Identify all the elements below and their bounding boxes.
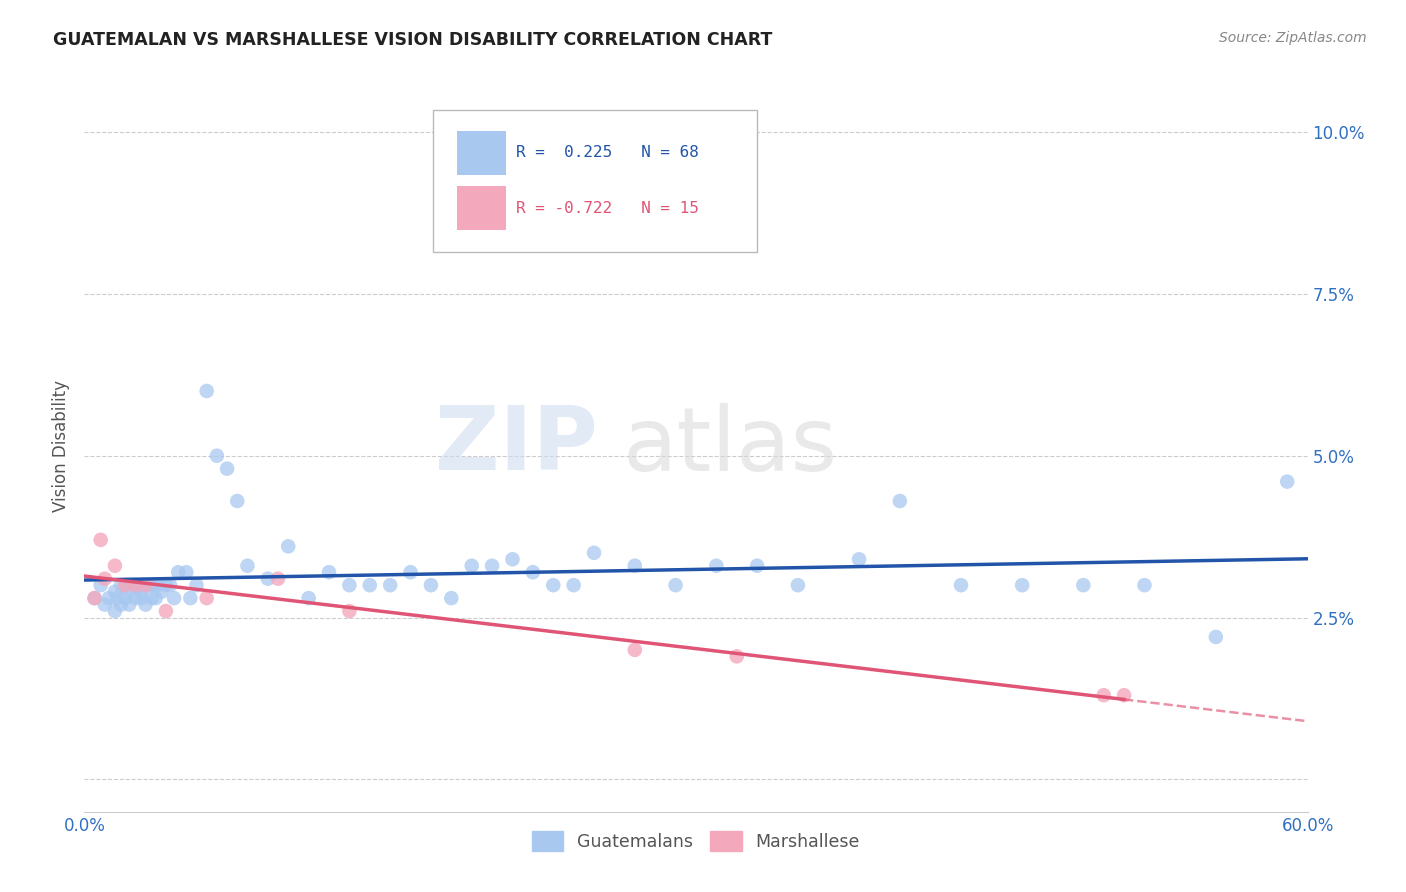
Point xyxy=(562,578,585,592)
Point xyxy=(380,578,402,592)
Point xyxy=(706,558,728,573)
Point xyxy=(131,584,153,599)
Point xyxy=(522,566,544,580)
Text: Source: ZipAtlas.com: Source: ZipAtlas.com xyxy=(1219,31,1367,45)
Point xyxy=(124,591,146,606)
Point xyxy=(217,461,239,475)
Point xyxy=(97,591,120,606)
Point xyxy=(124,578,146,592)
Point xyxy=(583,546,606,560)
Point xyxy=(145,591,167,606)
Point xyxy=(440,591,463,606)
Point xyxy=(159,578,181,592)
Point xyxy=(1011,578,1033,592)
Point xyxy=(502,552,524,566)
Point xyxy=(1114,688,1136,702)
Point xyxy=(83,591,105,606)
Point xyxy=(359,578,381,592)
Point xyxy=(93,572,115,586)
Point xyxy=(163,591,186,606)
FancyBboxPatch shape xyxy=(457,131,506,176)
Y-axis label: Vision Disability: Vision Disability xyxy=(52,380,70,512)
Legend: Guatemalans, Marshallese: Guatemalans, Marshallese xyxy=(524,824,868,858)
Point xyxy=(93,598,115,612)
Point xyxy=(1133,578,1156,592)
Point xyxy=(257,572,280,586)
Point xyxy=(104,604,127,618)
Point xyxy=(481,558,503,573)
Point xyxy=(1205,630,1227,644)
Point xyxy=(195,591,218,606)
Point xyxy=(624,558,647,573)
Point xyxy=(135,578,157,592)
FancyBboxPatch shape xyxy=(457,186,506,230)
Point xyxy=(298,591,321,606)
Point xyxy=(195,384,218,398)
Point xyxy=(889,494,911,508)
Point xyxy=(543,578,565,592)
Point xyxy=(110,598,132,612)
Point xyxy=(122,578,145,592)
Point xyxy=(399,566,422,580)
Point xyxy=(174,566,197,580)
Text: R = -0.722   N = 15: R = -0.722 N = 15 xyxy=(516,201,699,216)
Text: ZIP: ZIP xyxy=(436,402,598,490)
Point xyxy=(339,578,361,592)
Point xyxy=(848,552,870,566)
Point xyxy=(179,591,201,606)
Point xyxy=(277,539,299,553)
Point xyxy=(150,584,173,599)
Point xyxy=(110,578,132,592)
Point xyxy=(114,591,136,606)
Point xyxy=(118,584,141,599)
Point xyxy=(104,558,127,573)
Point xyxy=(167,566,190,580)
FancyBboxPatch shape xyxy=(433,110,758,252)
Point xyxy=(114,578,136,592)
Point xyxy=(747,558,769,573)
Point xyxy=(1073,578,1095,592)
Point xyxy=(135,578,157,592)
Point xyxy=(114,578,136,592)
Point xyxy=(950,578,973,592)
Point xyxy=(267,572,290,586)
Point xyxy=(155,578,177,592)
Point xyxy=(1092,688,1115,702)
Point xyxy=(138,578,160,592)
Point xyxy=(186,578,208,592)
Point xyxy=(104,584,127,599)
Point xyxy=(155,604,177,618)
Point xyxy=(624,643,647,657)
Text: atlas: atlas xyxy=(623,402,838,490)
Point xyxy=(318,566,340,580)
Point xyxy=(236,558,259,573)
Point xyxy=(787,578,810,592)
Point xyxy=(142,578,165,592)
Point xyxy=(83,591,105,606)
Point xyxy=(205,449,228,463)
Point xyxy=(226,494,249,508)
Point xyxy=(665,578,688,592)
Point xyxy=(141,591,163,606)
Point xyxy=(90,533,112,547)
Point xyxy=(90,578,112,592)
Point xyxy=(339,604,361,618)
Text: R =  0.225   N = 68: R = 0.225 N = 68 xyxy=(516,145,699,161)
Point xyxy=(461,558,484,573)
Point xyxy=(105,591,128,606)
Point xyxy=(420,578,443,592)
Point xyxy=(118,598,141,612)
Point xyxy=(131,591,153,606)
Point xyxy=(146,578,169,592)
Text: GUATEMALAN VS MARSHALLESE VISION DISABILITY CORRELATION CHART: GUATEMALAN VS MARSHALLESE VISION DISABIL… xyxy=(53,31,773,49)
Point xyxy=(127,578,149,592)
Point xyxy=(725,649,748,664)
Point xyxy=(135,598,157,612)
Point xyxy=(1277,475,1299,489)
